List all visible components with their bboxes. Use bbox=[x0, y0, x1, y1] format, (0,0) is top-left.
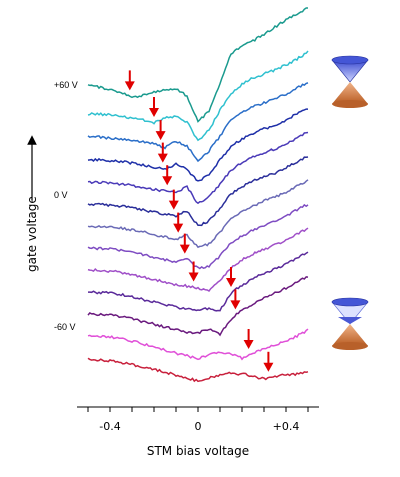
spectrum-line-10 bbox=[87, 276, 309, 337]
x-tick-label: 0 bbox=[195, 420, 202, 433]
x-ticks: -0.4 0 +0.4 bbox=[87, 407, 309, 433]
dirac-point-arrow-3 bbox=[157, 142, 168, 163]
dirac-point-arrow-4 bbox=[162, 165, 173, 186]
spectrum-line-4 bbox=[87, 131, 309, 205]
spectrum-line-0 bbox=[87, 7, 308, 123]
x-tick-label: +0.4 bbox=[273, 420, 300, 433]
dirac-point-arrow-5 bbox=[168, 189, 179, 210]
spectrum-line-7 bbox=[87, 203, 309, 270]
x-axis-title: STM bias voltage bbox=[147, 444, 249, 458]
gate-labels: +60 V 0 V -60 V bbox=[54, 80, 78, 332]
gate-label-0: +60 V bbox=[54, 80, 78, 90]
spectrum-line-2 bbox=[87, 82, 309, 163]
series-layer bbox=[87, 7, 309, 383]
dirac-point-arrow-8 bbox=[188, 261, 199, 282]
spectrum-line-9 bbox=[88, 251, 309, 312]
y-axis-title: gate voltage bbox=[25, 196, 39, 272]
gate-label-1: 0 V bbox=[54, 190, 68, 200]
spectrum-line-5 bbox=[87, 156, 309, 227]
dirac-point-arrow-11 bbox=[243, 329, 254, 349]
spectrum-line-12 bbox=[87, 357, 309, 383]
dirac-cone-hole-doped-icon bbox=[331, 55, 369, 108]
x-tick-label: -0.4 bbox=[99, 420, 120, 433]
gate-label-2: -60 V bbox=[54, 322, 76, 332]
dirac-point-arrow-6 bbox=[173, 212, 184, 233]
spectrum-line-1 bbox=[87, 50, 309, 142]
dirac-point-arrow-10 bbox=[230, 289, 241, 310]
dirac-point-arrow-9 bbox=[226, 267, 236, 287]
dirac-point-arrow-0 bbox=[124, 70, 135, 91]
dirac-point-arrow-2 bbox=[155, 120, 166, 141]
dirac-point-arrow-12 bbox=[263, 351, 274, 372]
spectrum-line-11 bbox=[87, 328, 309, 361]
dirac-point-arrow-1 bbox=[149, 97, 159, 117]
spectrum-line-3 bbox=[87, 108, 308, 182]
dirac-cone-electron-doped-icon bbox=[331, 297, 369, 350]
spectrum-line-8 bbox=[87, 227, 309, 292]
gate-voltage-axis: gate voltage bbox=[25, 135, 39, 272]
x-axis: -0.4 0 +0.4 STM bias voltage bbox=[77, 406, 319, 458]
spectrum-line-6 bbox=[87, 179, 309, 249]
dirac-point-arrow-7 bbox=[179, 233, 190, 254]
dirac-point-markers bbox=[124, 70, 274, 372]
